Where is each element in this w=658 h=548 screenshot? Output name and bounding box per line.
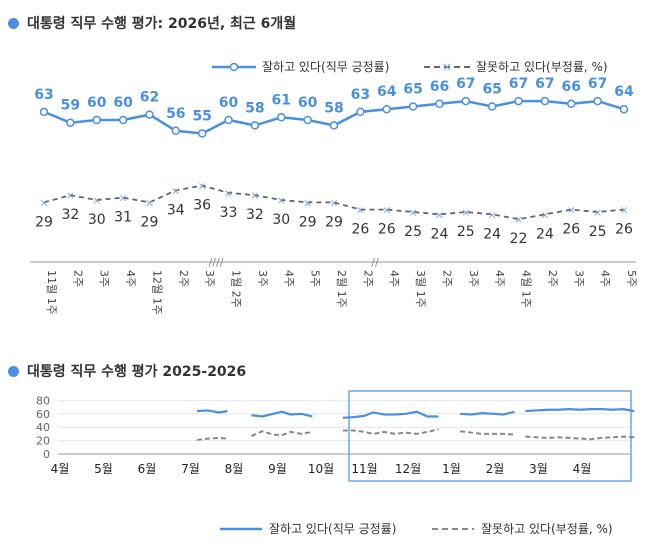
negative-series-line: [251, 431, 312, 436]
negative-series-line: [460, 431, 514, 434]
legend-negative-label: 잘못하고 있다(부정률, %): [481, 522, 613, 536]
x-tick-label: 1월: [442, 462, 461, 476]
x-tick-label: 11월: [351, 462, 377, 476]
positive-series-line: [460, 412, 514, 415]
x-tick-label: 3월: [529, 462, 548, 476]
positive-series-line: [197, 410, 227, 412]
x-tick-label: 7월: [181, 462, 200, 476]
negative-series-line: [343, 429, 439, 434]
x-tick-label: 10월: [308, 462, 334, 476]
y-tick-label: 40: [36, 421, 50, 434]
positive-series-line: [525, 409, 634, 411]
positive-series-line: [343, 412, 439, 418]
x-tick-label: 8월: [225, 462, 244, 476]
x-tick-label: 9월: [268, 462, 287, 476]
y-tick-label: 80: [36, 394, 50, 407]
x-tick-label: 5월: [94, 462, 113, 476]
y-tick-label: 60: [36, 408, 50, 421]
y-tick-label: 20: [36, 435, 50, 448]
x-tick-label: 4월: [573, 462, 592, 476]
x-tick-label: 2월: [486, 462, 505, 476]
x-tick-label: 4월: [51, 462, 70, 476]
negative-series-line: [197, 438, 227, 440]
y-tick-label: 0: [43, 448, 50, 461]
x-tick-label: 12월: [395, 462, 421, 476]
negative-series-line: [525, 437, 634, 440]
legend-positive-label: 잘하고 있다(직무 긍정률): [269, 522, 396, 536]
x-tick-label: 6월: [138, 462, 157, 476]
